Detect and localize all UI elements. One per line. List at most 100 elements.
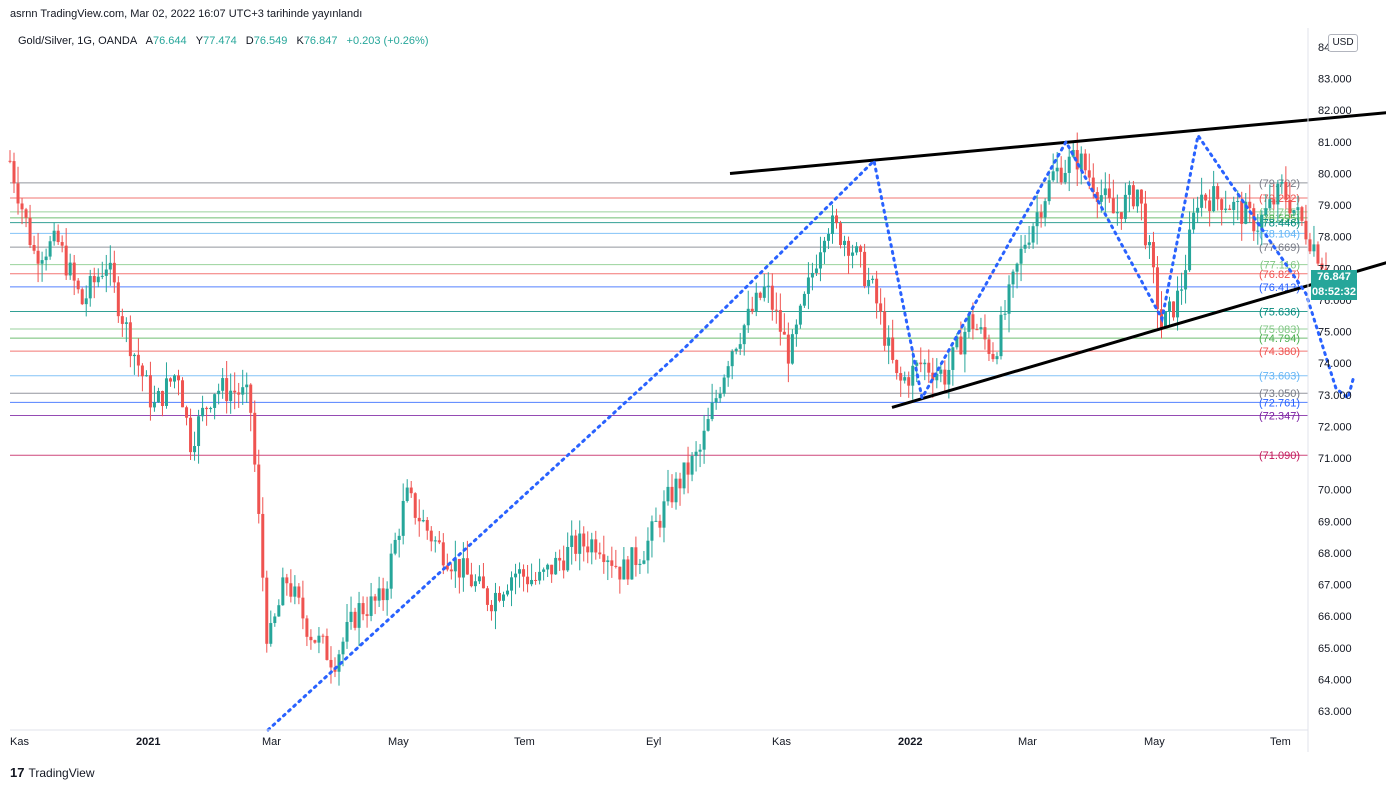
candle-body: [1143, 203, 1147, 246]
candle-body: [686, 462, 690, 475]
candle-body: [871, 278, 875, 280]
x-tick-label: 2022: [898, 736, 922, 748]
candle-body: [818, 252, 822, 269]
candle-body: [144, 375, 148, 377]
candle-body: [899, 373, 903, 381]
candle-body: [1280, 181, 1284, 184]
bar-countdown: 08:52:32: [1311, 286, 1357, 298]
candle-body: [1204, 194, 1208, 201]
candle-body: [558, 557, 562, 561]
candle-body: [1316, 244, 1320, 264]
candle-body: [112, 262, 116, 283]
candle-body: [421, 520, 425, 522]
level-label: (71.090): [1259, 450, 1300, 462]
candle-body: [562, 560, 566, 571]
candle-body: [1248, 201, 1252, 209]
candle-body: [152, 402, 156, 408]
candle-body: [682, 462, 686, 489]
candle-body: [353, 611, 357, 628]
y-tick-label: 69.000: [1318, 516, 1352, 528]
candle-body: [738, 344, 742, 349]
candle-body: [839, 223, 843, 245]
candle-body: [433, 540, 437, 542]
candle-body: [790, 334, 794, 364]
footer-brand[interactable]: 17 TradingView: [10, 765, 95, 780]
candle-body: [1051, 171, 1055, 181]
candle-body: [951, 347, 955, 370]
low-label: D: [245, 35, 254, 47]
candle-body: [429, 530, 433, 542]
candle-body: [205, 407, 209, 410]
candle-body: [441, 542, 445, 566]
candle-body: [313, 640, 317, 643]
level-label: (79.702): [1259, 178, 1300, 190]
candle-body: [626, 559, 630, 580]
candle-body: [638, 563, 642, 566]
candle-body: [706, 419, 710, 431]
candle-body: [891, 337, 895, 360]
candle-body: [229, 390, 233, 401]
candle-body: [863, 251, 867, 287]
close-value: 76.847: [303, 35, 338, 47]
candle-body: [1288, 199, 1292, 214]
candle-body: [582, 533, 586, 547]
candle-body: [1168, 301, 1172, 312]
candle-body: [68, 262, 72, 276]
candle-body: [425, 520, 429, 531]
candle-body: [1139, 189, 1143, 204]
candle-body: [774, 309, 778, 311]
candle-body: [1256, 230, 1260, 232]
level-label: (73.050): [1259, 388, 1300, 400]
candle-body: [1103, 188, 1107, 196]
candle-body: [1296, 207, 1300, 211]
x-tick-label: Mar: [1018, 736, 1037, 748]
candle-body: [550, 564, 554, 575]
level-label: (77.669): [1259, 242, 1300, 254]
candle-body: [469, 574, 473, 587]
candle-body: [1027, 242, 1031, 245]
candle-body: [1224, 208, 1228, 210]
candle-body: [301, 597, 305, 619]
candle-body: [84, 298, 88, 305]
candle-body: [1304, 220, 1308, 240]
x-tick-label: May: [388, 736, 409, 748]
candle-body: [249, 384, 253, 413]
candle-body: [257, 464, 261, 514]
candle-body: [875, 278, 879, 304]
candle-body: [493, 592, 497, 612]
candle-body: [903, 377, 907, 381]
candle-body: [1047, 180, 1051, 202]
candle-body: [710, 402, 714, 420]
candle-body: [481, 576, 485, 589]
candle-body: [630, 547, 634, 580]
candle-body: [209, 407, 213, 410]
candle-body: [461, 558, 465, 578]
candle-body: [526, 576, 530, 585]
candle-body: [100, 275, 104, 277]
candle-body: [542, 569, 546, 572]
candle-body: [309, 636, 313, 641]
y-tick-label: 83.000: [1318, 74, 1352, 86]
candle-body: [1268, 199, 1272, 209]
candle-body: [397, 535, 401, 540]
candle-body: [522, 569, 526, 577]
level-label: (72.347): [1259, 410, 1300, 422]
currency-button[interactable]: USD: [1328, 34, 1358, 52]
candle-body: [8, 160, 12, 162]
candle-body: [413, 493, 417, 518]
candle-body: [670, 486, 674, 503]
candle-body: [225, 378, 229, 401]
candle-body: [1039, 212, 1043, 218]
candle-body: [598, 552, 602, 555]
candle-body: [269, 623, 273, 644]
trendline: [729, 111, 1386, 175]
candle-body: [1220, 199, 1224, 210]
symbol-label[interactable]: Gold/Silver, 1G, OANDA: [18, 35, 137, 47]
candle-body: [1240, 200, 1244, 224]
candle-body: [754, 292, 758, 312]
y-tick-label: 70.000: [1318, 485, 1352, 497]
candle-body: [317, 635, 321, 643]
candle-body: [887, 337, 891, 346]
candle-body: [401, 500, 405, 536]
